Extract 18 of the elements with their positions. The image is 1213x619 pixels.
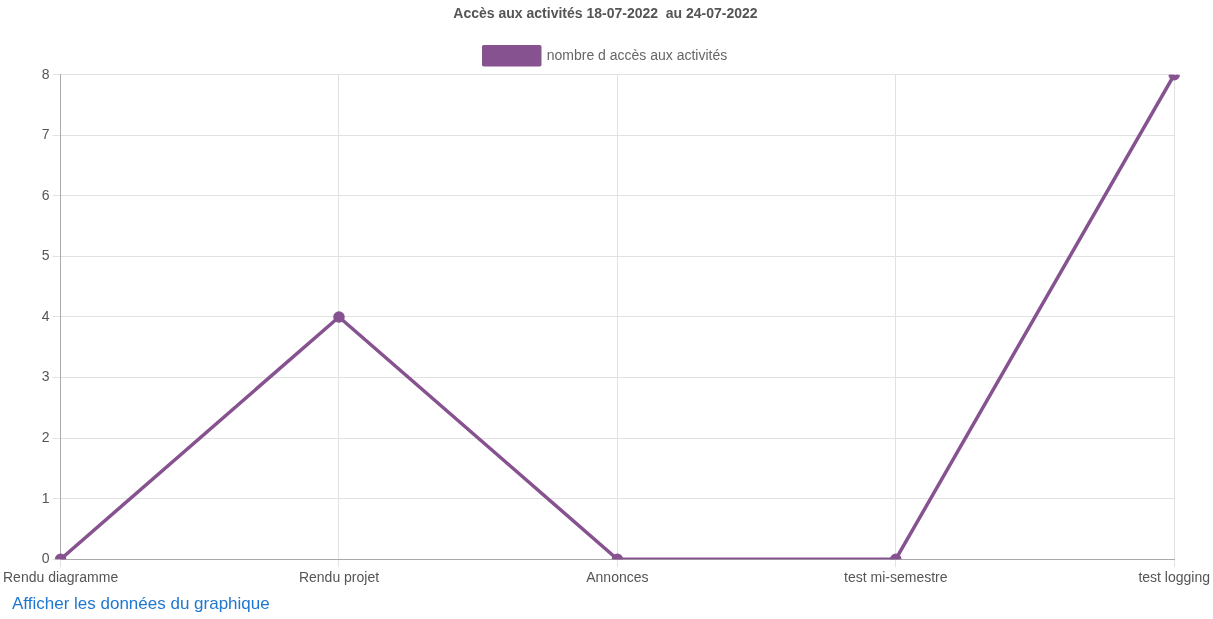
y-tick-label: 0 <box>41 550 50 567</box>
y-tick-label: 5 <box>41 247 50 264</box>
y-tick-label: 4 <box>41 307 50 324</box>
x-tick-label: Rendu diagramme <box>3 569 119 586</box>
point <box>333 311 345 323</box>
chart-title: Accès aux activités 18-07-2022 au 24-07-2022 <box>453 5 758 22</box>
x-tick-label: test mi-semestre <box>844 569 948 586</box>
x-tick-label: Annonces <box>586 569 649 586</box>
y-tick-label: 3 <box>41 368 50 385</box>
x-tick-label: Rendu projet <box>298 569 380 586</box>
x-tick-label: test logging <box>1138 569 1210 586</box>
y-tick-label: 8 <box>41 65 50 82</box>
legend-label: nombre d accès aux activités <box>546 46 728 63</box>
text: Afficher les données du graphique <box>12 594 270 614</box>
y-tick-label: 7 <box>41 126 50 143</box>
y-tick-label: 1 <box>41 489 50 506</box>
y-tick-label: 6 <box>41 186 50 203</box>
y-tick-label: 2 <box>41 428 50 445</box>
